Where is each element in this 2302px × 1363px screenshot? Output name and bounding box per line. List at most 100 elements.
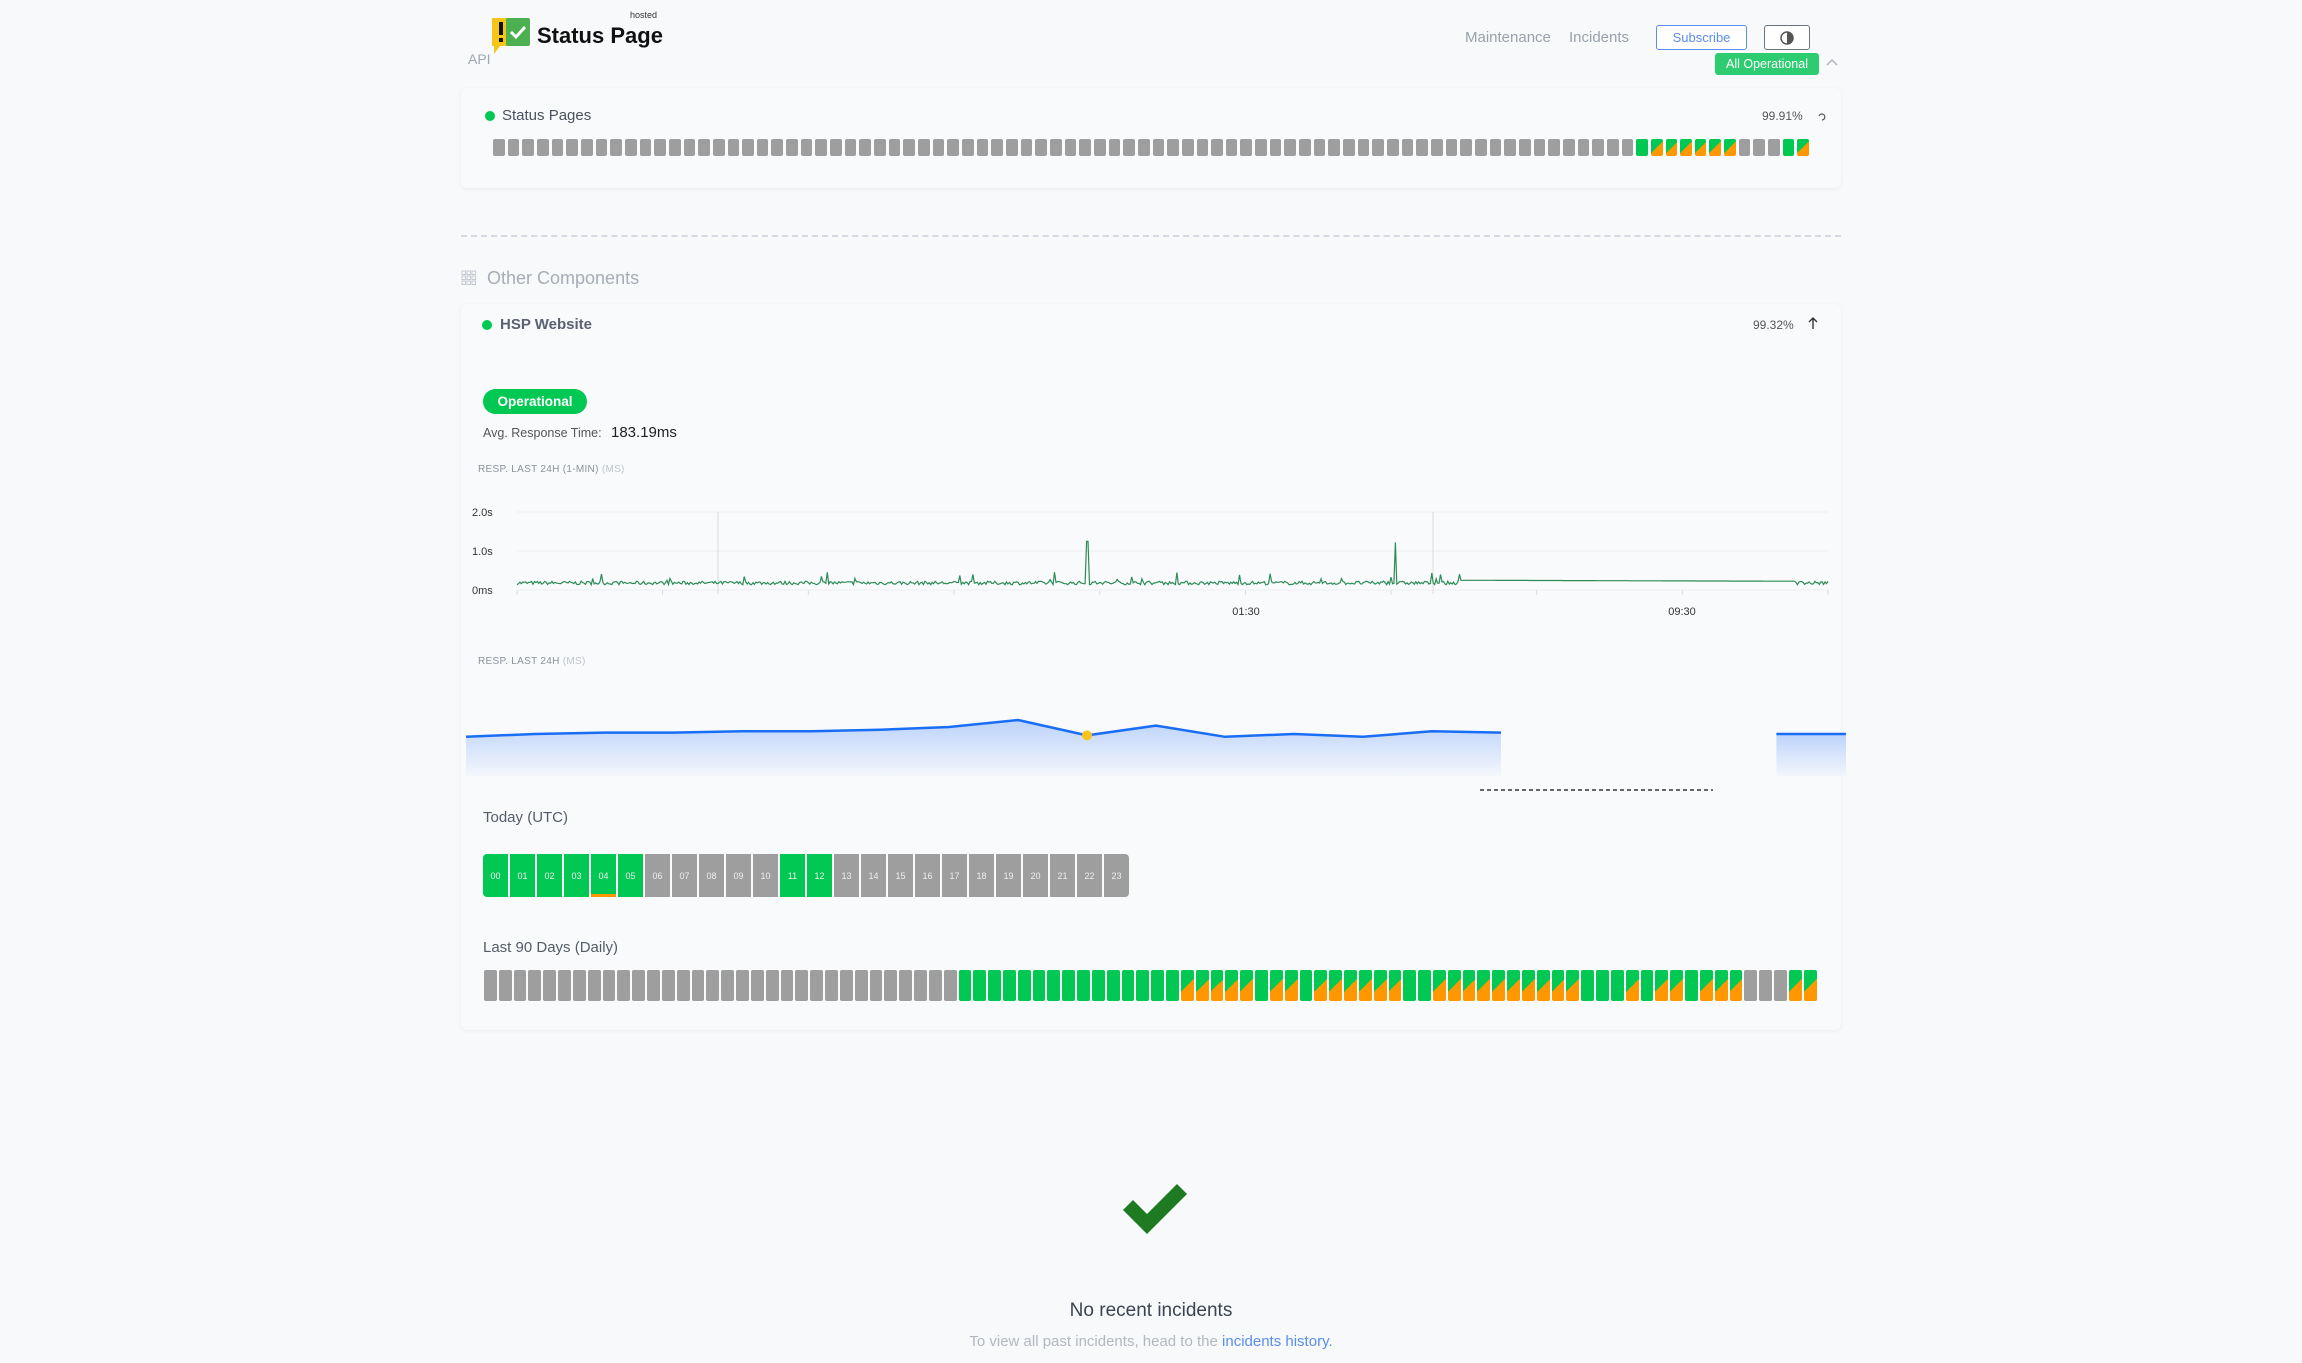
day-bar[interactable]	[1091, 970, 1105, 1001]
day-bar[interactable]	[914, 970, 927, 1001]
day-bar[interactable]	[1477, 970, 1491, 1001]
day-bar[interactable]	[1431, 139, 1443, 156]
day-bar[interactable]	[1328, 139, 1341, 156]
day-bar[interactable]	[1240, 139, 1253, 156]
day-bar[interactable]	[1049, 139, 1062, 156]
day-bar[interactable]	[1625, 970, 1639, 1001]
day-bar[interactable]	[484, 970, 497, 1001]
day-bar[interactable]	[1299, 139, 1311, 156]
nav-maintenance[interactable]: Maintenance	[1465, 29, 1551, 46]
day-bar[interactable]	[1062, 970, 1076, 1001]
day-bar[interactable]	[1106, 970, 1120, 1001]
day-bar[interactable]	[1460, 139, 1472, 156]
hour-bar[interactable]: 10	[753, 854, 778, 897]
day-bar[interactable]	[1240, 970, 1254, 1001]
hour-bar[interactable]: 20	[1023, 854, 1048, 897]
day-bar[interactable]	[1343, 139, 1355, 156]
nav-incidents[interactable]: Incidents	[1569, 29, 1630, 46]
hour-bar[interactable]: 00	[483, 854, 508, 897]
day-bar[interactable]	[932, 139, 945, 156]
hour-bar[interactable]: 19	[996, 854, 1021, 897]
day-bar[interactable]	[1636, 139, 1648, 156]
collapse-arrow-icon[interactable]	[1808, 316, 1818, 330]
day-bar[interactable]	[1729, 970, 1743, 1001]
day-bar[interactable]	[1445, 139, 1458, 156]
day-bar[interactable]	[624, 139, 637, 156]
day-bar[interactable]	[1504, 139, 1516, 156]
day-bar[interactable]	[874, 139, 886, 156]
day-bar[interactable]	[736, 970, 749, 1001]
day-bar[interactable]	[1507, 970, 1520, 1001]
hour-bar[interactable]: 23	[1104, 854, 1129, 897]
day-bar[interactable]	[1694, 139, 1707, 156]
day-bar[interactable]	[1137, 139, 1150, 156]
day-bar[interactable]	[1047, 970, 1061, 1001]
day-bar[interactable]	[810, 970, 824, 1001]
day-bar[interactable]	[1313, 139, 1326, 156]
hour-bar[interactable]: 09	[726, 854, 751, 897]
day-bar[interactable]	[1581, 970, 1595, 1001]
hour-bar[interactable]: 17	[942, 854, 967, 897]
day-bar[interactable]	[712, 139, 725, 156]
day-bar[interactable]	[698, 139, 710, 156]
day-bar[interactable]	[780, 970, 794, 1001]
day-bar[interactable]	[958, 970, 972, 1001]
day-bar[interactable]	[1533, 139, 1546, 156]
day-bar[interactable]	[1387, 139, 1399, 156]
day-bar[interactable]	[1709, 139, 1722, 156]
day-bar[interactable]	[1314, 970, 1328, 1001]
day-bar[interactable]	[973, 970, 987, 1001]
day-bar[interactable]	[1489, 139, 1502, 156]
day-bar[interactable]	[1167, 139, 1179, 156]
day-bar[interactable]	[632, 970, 646, 1001]
day-bar[interactable]	[1474, 139, 1487, 156]
day-bar[interactable]	[839, 970, 853, 1001]
day-bar[interactable]	[1225, 970, 1239, 1001]
day-bar[interactable]	[1357, 139, 1370, 156]
day-bar[interactable]	[888, 139, 901, 156]
day-bar[interactable]	[639, 139, 652, 156]
day-bar[interactable]	[1803, 970, 1817, 1001]
day-bar[interactable]	[1017, 970, 1031, 1001]
day-bar[interactable]	[800, 139, 813, 156]
hour-bar[interactable]: 15	[888, 854, 913, 897]
hour-bar[interactable]: 01	[510, 854, 535, 897]
day-bar[interactable]	[543, 970, 557, 1001]
day-bar[interactable]	[1655, 970, 1669, 1001]
day-bar[interactable]	[617, 970, 631, 1001]
day-bar[interactable]	[1744, 970, 1758, 1001]
day-bar[interactable]	[610, 139, 622, 156]
day-bar[interactable]	[1373, 970, 1387, 1001]
hour-bar[interactable]: 05	[618, 854, 643, 897]
day-bar[interactable]	[988, 970, 1001, 1001]
day-bar[interactable]	[1596, 970, 1609, 1001]
day-bar[interactable]	[1299, 970, 1313, 1001]
day-bar[interactable]	[1255, 970, 1268, 1001]
hour-bar[interactable]: 06	[645, 854, 670, 897]
day-bar[interactable]	[1536, 970, 1550, 1001]
day-bar[interactable]	[943, 970, 957, 1001]
hour-bar[interactable]: 22	[1077, 854, 1102, 897]
hour-bar[interactable]: 14	[861, 854, 886, 897]
day-bar[interactable]	[859, 139, 872, 156]
day-bar[interactable]	[844, 139, 857, 156]
day-bar[interactable]	[1121, 970, 1135, 1001]
day-bar[interactable]	[1269, 970, 1283, 1001]
day-bar[interactable]	[786, 139, 798, 156]
day-bar[interactable]	[1759, 970, 1773, 1001]
hour-bar[interactable]: 03	[564, 854, 589, 897]
day-bar[interactable]	[795, 970, 809, 1001]
day-bar[interactable]	[1518, 139, 1531, 156]
day-bar[interactable]	[1699, 970, 1713, 1001]
day-bar[interactable]	[830, 139, 842, 156]
day-bar[interactable]	[580, 139, 593, 156]
day-bar[interactable]	[1136, 970, 1150, 1001]
day-bar[interactable]	[1462, 970, 1476, 1001]
day-bar[interactable]	[869, 970, 883, 1001]
day-bar[interactable]	[1077, 970, 1090, 1001]
day-bar[interactable]	[1358, 970, 1372, 1001]
day-bar[interactable]	[899, 970, 913, 1001]
day-bar[interactable]	[647, 970, 660, 1001]
day-bar[interactable]	[1020, 139, 1033, 156]
day-bar[interactable]	[1329, 970, 1343, 1001]
